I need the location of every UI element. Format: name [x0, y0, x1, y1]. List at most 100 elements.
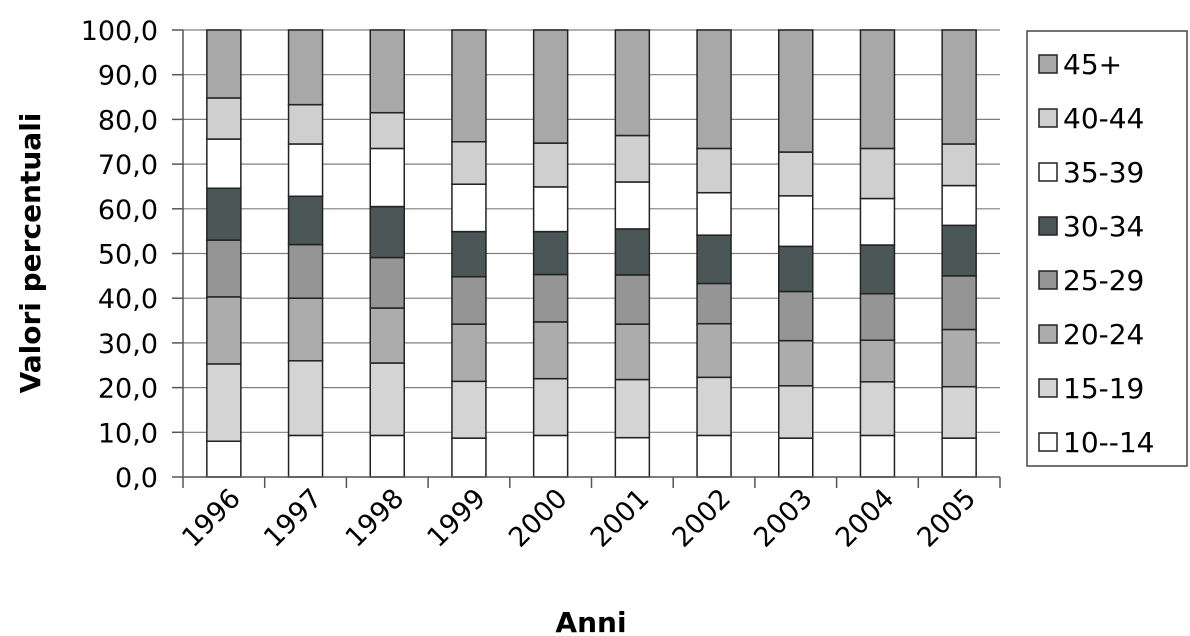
bar-segment-35-39-1998 [369, 147, 405, 208]
bar-segment-25-29-2002 [696, 282, 732, 325]
bar-segment-30-34-1999 [451, 230, 487, 278]
bar-segment-25-29-1996 [206, 239, 242, 298]
legend-entry: 10--14 [1063, 426, 1154, 459]
bar-segment-35-39-2001 [614, 181, 651, 230]
bar-segment-40-44-2005 [941, 143, 977, 187]
legend-swatch [1038, 54, 1058, 74]
bar-segment-15-19-1998 [369, 362, 405, 437]
x-tick-label: 2004 [830, 483, 901, 554]
bar-segment-35-39-2004 [859, 197, 896, 246]
bar-segment-25-29-2003 [778, 290, 814, 342]
bar-segment-15-19-2005 [941, 385, 977, 439]
bar-segment-40-44-2001 [614, 134, 651, 183]
bar-segment-45+-2003 [778, 29, 814, 153]
bar-segment-40-44-1997 [287, 103, 324, 145]
bar-segment-35-39-1997 [287, 143, 324, 198]
bar-segment-45+-2000 [532, 29, 569, 144]
bar-segment-25-29-2000 [532, 273, 569, 323]
legend-entry: 30-34 [1063, 210, 1144, 243]
y-tick-label: 10,0 [98, 418, 158, 449]
bar-segment-35-39-1996 [206, 138, 242, 189]
y-tick-labels: 0,0 10,0 20,0 30,0 40,0 50,0 60,0 70,0 80,0 90,0 1… [81, 16, 158, 494]
legend-entry: 15-19 [1063, 372, 1144, 405]
legend-swatch [1038, 162, 1058, 182]
y-tick-label: 60,0 [98, 195, 158, 226]
bar-segment-45+-2004 [859, 29, 896, 150]
bar-segment-45+-2002 [696, 29, 732, 150]
legend-entry: 25-29 [1063, 264, 1144, 297]
legend-entry: 20-24 [1063, 318, 1144, 351]
bar-segment-10--14-2004 [859, 434, 896, 478]
bar-segment-25-29-2005 [941, 275, 977, 331]
bar-segment-10--14-2001 [614, 436, 651, 478]
bar-segment-20-24-1998 [369, 307, 405, 364]
legend-swatch [1038, 432, 1058, 452]
bar-segment-45+-2005 [941, 29, 977, 145]
legend-swatch [1038, 270, 1058, 290]
bar-segment-15-19-1997 [287, 360, 324, 437]
bar-segment-30-34-2000 [532, 230, 569, 276]
bar-segment-20-24-1997 [287, 297, 324, 362]
bar-segment-40-44-2003 [778, 151, 814, 197]
bar-segment-20-24-2003 [778, 339, 814, 387]
bar-segment-45+-1998 [369, 29, 405, 114]
bar-segment-15-19-2004 [859, 381, 896, 437]
bar-segment-15-19-2003 [778, 385, 814, 439]
bar-segment-20-24-2005 [941, 328, 977, 388]
bar-segment-15-19-2002 [696, 376, 732, 437]
y-tick-label: 20,0 [98, 374, 158, 405]
bar-segment-30-34-1996 [206, 187, 242, 241]
bar-segment-45+-1999 [451, 29, 487, 143]
bar-segment-30-34-2001 [614, 228, 651, 276]
bar-segment-40-44-1999 [451, 141, 487, 185]
y-tick-label: 50,0 [98, 240, 158, 271]
bar-segment-35-39-1999 [451, 183, 487, 233]
bar-segment-25-29-1998 [369, 256, 405, 309]
legend-entry: 35-39 [1063, 156, 1144, 189]
bar-segment-35-39-2002 [696, 191, 732, 236]
bar-segment-40-44-1998 [369, 111, 405, 150]
legend: 45+ 40-44 35-39 30-34 25-29 20-24 15-19 10--14 [1026, 30, 1188, 467]
y-tick-label: 90,0 [98, 61, 158, 92]
bars [206, 29, 977, 478]
x-tick-label: 2001 [585, 483, 656, 554]
bar-segment-10--14-1997 [287, 434, 324, 478]
bar-segment-10--14-1998 [369, 434, 405, 478]
bar-segment-45+-1997 [287, 29, 324, 106]
y-tick-label: 40,0 [98, 284, 158, 315]
bar-segment-10--14-1999 [451, 437, 487, 478]
y-tick-label: 0,0 [115, 463, 158, 494]
bar-segment-40-44-2004 [859, 147, 896, 200]
y-axis-title: Valori percentuali [14, 113, 47, 394]
bar-segment-30-34-1998 [369, 205, 405, 259]
bar-segment-30-34-1997 [287, 195, 324, 246]
bar-segment-40-44-2002 [696, 147, 732, 194]
legend-swatch [1038, 216, 1058, 236]
x-tick-label: 1996 [176, 483, 247, 554]
bar-segment-30-34-2004 [859, 244, 896, 295]
bar-segment-15-19-1996 [206, 363, 242, 442]
legend-entry: 40-44 [1063, 102, 1144, 135]
bar-segment-20-24-2002 [696, 322, 732, 379]
x-tick-label: 2003 [748, 483, 819, 554]
y-tick-label: 70,0 [98, 150, 158, 181]
bar-segment-35-39-2003 [778, 195, 814, 248]
bar-segment-40-44-1996 [206, 97, 242, 140]
bar-segment-15-19-2001 [614, 378, 651, 439]
bar-segment-25-29-1997 [287, 243, 324, 299]
bar-segment-10--14-1996 [206, 440, 242, 478]
x-tick-label: 1998 [340, 483, 411, 554]
bar-segment-10--14-2005 [941, 437, 977, 478]
bar-segment-20-24-2000 [532, 321, 569, 380]
bar-segment-30-34-2002 [696, 234, 732, 285]
bar-segment-45+-1996 [206, 29, 242, 99]
bar-segment-20-24-2001 [614, 323, 651, 381]
x-tick-label: 1997 [258, 483, 329, 554]
legend-swatch [1038, 324, 1058, 344]
bar-segment-10--14-2003 [778, 437, 814, 478]
bar-segment-20-24-1999 [451, 323, 487, 383]
bar-segment-20-24-1996 [206, 296, 242, 365]
bar-segment-25-29-2001 [614, 274, 651, 325]
bar-segment-35-39-2005 [941, 184, 977, 227]
